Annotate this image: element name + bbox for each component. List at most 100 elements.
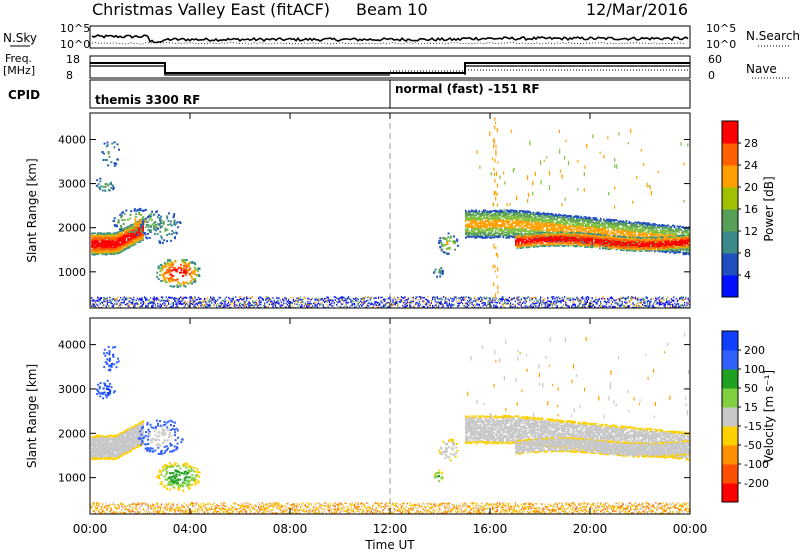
power-cell [101, 239, 104, 241]
power-cell [164, 281, 167, 284]
power-cell [156, 233, 159, 236]
power-cell [513, 229, 515, 231]
power-cell [595, 224, 598, 226]
power-cell [505, 237, 508, 239]
power-cell [131, 242, 134, 244]
power-cell [543, 214, 545, 216]
power-cell [119, 244, 122, 246]
power-cell [546, 230, 548, 233]
power-cell [471, 210, 473, 212]
power-cell [110, 248, 113, 250]
power-cell [511, 214, 514, 216]
power-cell [588, 231, 590, 234]
power-cell [490, 231, 493, 233]
power-cell [541, 212, 544, 215]
power-cell [505, 212, 508, 214]
power-cell [573, 221, 575, 224]
power-cell [516, 212, 518, 214]
nsky-label: N.Sky [3, 31, 37, 45]
power-cell [128, 230, 131, 232]
power-cell [466, 233, 469, 235]
power-cell [97, 186, 100, 189]
power-cell [487, 232, 490, 234]
power-cell [157, 214, 160, 217]
power-cell [511, 218, 514, 220]
power-cell [507, 231, 509, 234]
power-cell [496, 232, 499, 234]
power-cell [492, 226, 494, 228]
power-cell [91, 237, 93, 239]
power-cell [564, 219, 566, 221]
power-cell [474, 218, 476, 220]
power-cell [609, 218, 611, 221]
power-cell [465, 228, 467, 230]
power-cell [159, 240, 162, 243]
power-cell [477, 228, 479, 230]
power-cell [104, 240, 107, 243]
power-cell [499, 234, 502, 236]
power-cell [103, 239, 105, 242]
power-cell [507, 215, 509, 217]
power-cell [595, 217, 598, 219]
power-cell [185, 268, 188, 271]
power-cell [168, 264, 171, 267]
power-cell [588, 217, 590, 220]
power-cell [508, 235, 511, 238]
power-cell [107, 249, 110, 251]
power-cell [98, 251, 101, 254]
power-cell [501, 210, 503, 213]
power-cell [523, 210, 526, 212]
power-cell [97, 247, 99, 250]
power-cell [582, 221, 584, 224]
power-cell [588, 225, 590, 227]
power-cell [553, 216, 556, 218]
power-cell [107, 237, 110, 239]
power-cell [184, 282, 187, 284]
power-cell [486, 214, 488, 216]
power-cell [565, 217, 568, 219]
power-cell [122, 245, 125, 248]
power-cell [489, 226, 491, 229]
power-cell [157, 267, 160, 270]
power-cell [112, 220, 115, 223]
power-cell [103, 250, 105, 253]
power-cell [468, 211, 470, 213]
power-cell [478, 222, 481, 224]
power-cell [119, 233, 122, 235]
power-cell [543, 219, 545, 221]
power-cell [179, 284, 182, 287]
power-cell [564, 221, 566, 224]
power-cell [501, 215, 503, 217]
power-cell [541, 217, 544, 220]
power-cell [472, 234, 475, 236]
power-cell [438, 268, 441, 271]
power-cell [477, 213, 479, 215]
power-cell [103, 243, 105, 245]
power-cell [122, 237, 125, 240]
power-cell [95, 251, 98, 254]
power-cell [586, 227, 589, 230]
power-cell [194, 280, 197, 283]
power-cell [526, 213, 529, 216]
power-cell [469, 215, 472, 217]
power-cell [144, 208, 147, 211]
power-cell [154, 223, 157, 226]
power-cell [471, 227, 473, 230]
power-cell [528, 230, 530, 233]
power-cell [468, 213, 470, 215]
power-cell [501, 223, 503, 225]
power-cell [529, 227, 532, 229]
power-cell [134, 222, 137, 224]
power-cell [604, 245, 607, 248]
power-cell [487, 227, 490, 230]
power-cell [598, 220, 601, 222]
power-cell [170, 266, 173, 269]
power-cell [445, 251, 448, 254]
power-cell [120, 216, 123, 219]
power-cell [507, 227, 509, 229]
power-cell [156, 275, 159, 278]
power-cell [498, 235, 500, 238]
power-cell [559, 220, 562, 222]
power-cell [170, 276, 173, 279]
power-cell [465, 224, 467, 226]
